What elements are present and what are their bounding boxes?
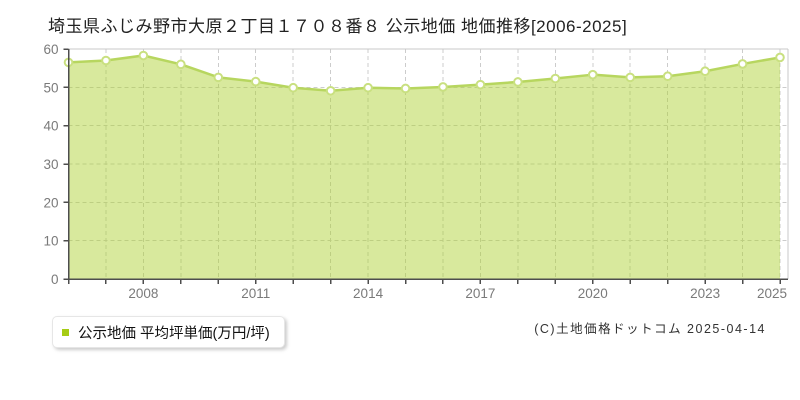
legend-color-swatch xyxy=(62,328,69,336)
legend-box: 公示地価 平均坪単価(万円/坪) xyxy=(52,316,285,348)
data-point-marker xyxy=(363,82,373,93)
copyright-text: (C)土地価格ドットコム 2025-04-14 xyxy=(534,322,766,336)
y-axis-label: 0 xyxy=(51,272,59,287)
data-point-marker xyxy=(176,59,186,70)
data-point-marker xyxy=(288,82,298,93)
x-axis-label: 2023 xyxy=(690,286,720,301)
data-point-marker xyxy=(625,72,636,83)
data-point-marker xyxy=(775,52,785,63)
data-point-marker xyxy=(737,59,748,69)
data-point-marker xyxy=(700,66,710,77)
area-fill xyxy=(68,55,780,280)
data-point-marker xyxy=(138,50,149,61)
data-point-marker xyxy=(550,73,561,84)
y-axis-label: 20 xyxy=(43,195,58,210)
x-axis-label: 2011 xyxy=(241,286,270,301)
x-axis-label: 2017 xyxy=(465,286,495,301)
data-point-marker xyxy=(513,77,523,87)
data-point-marker xyxy=(438,82,448,92)
x-axis-label: 2025 xyxy=(757,286,787,301)
y-axis-label: 60 xyxy=(43,42,58,57)
data-point-marker xyxy=(213,72,224,83)
legend-label: 公示地価 平均坪単価(万円/坪) xyxy=(78,325,270,342)
data-point-marker xyxy=(250,76,261,87)
x-axis-label: 2008 xyxy=(128,286,158,301)
y-axis-label: 40 xyxy=(43,119,58,134)
data-point-marker xyxy=(101,55,111,66)
data-point-marker xyxy=(587,69,598,80)
data-point-marker xyxy=(475,79,486,90)
page-title: 埼玉県ふじみ野市大原２丁目１７０８番８ 公示地価 地価推移[2006-2025] xyxy=(48,17,628,36)
y-axis-label: 30 xyxy=(43,157,58,172)
x-axis-label: 2020 xyxy=(578,286,608,301)
y-axis-label: 50 xyxy=(43,80,58,95)
trend-line xyxy=(67,54,782,93)
y-axis-label: 10 xyxy=(43,234,58,249)
data-point-marker xyxy=(400,83,411,94)
data-point-marker xyxy=(662,71,673,82)
data-point-marker xyxy=(325,85,336,96)
land-price-chart: 0 10 20 30 40 50 60 2008 2011 2014 2017 2020 2023 202… xyxy=(43,42,789,301)
x-axis-label: 2014 xyxy=(353,286,384,301)
